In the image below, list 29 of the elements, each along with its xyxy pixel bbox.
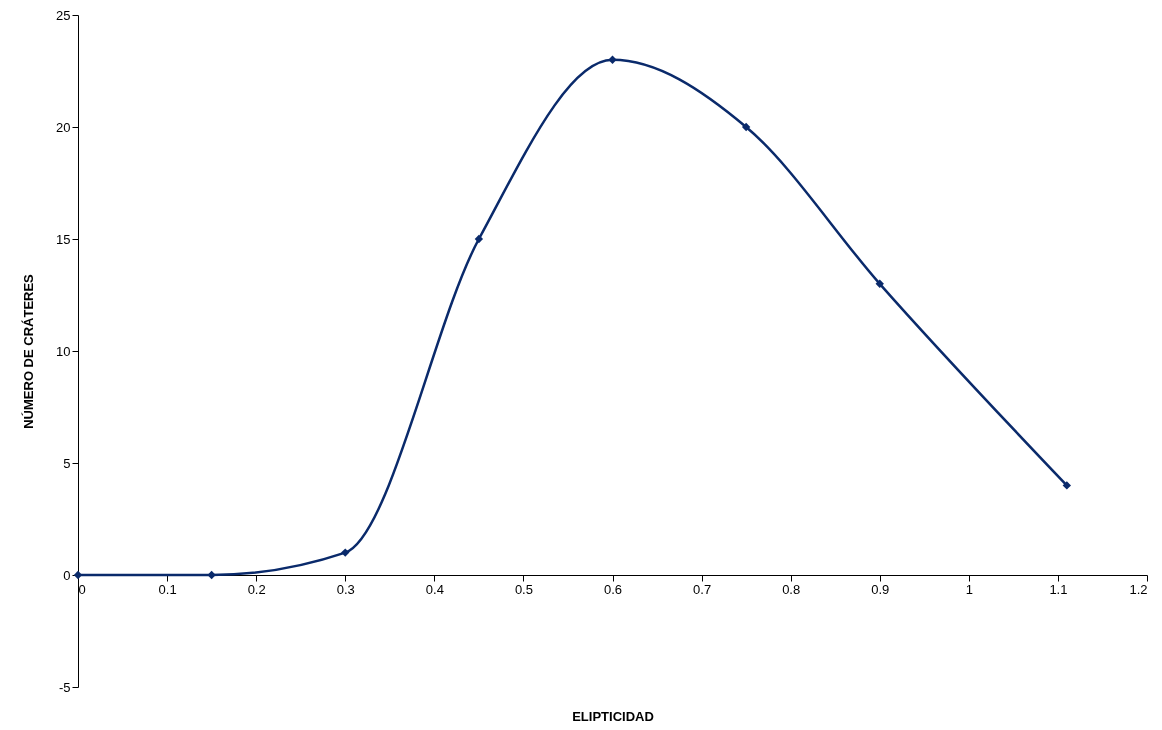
y-tick-label: 25 bbox=[56, 7, 71, 23]
point bbox=[608, 55, 617, 64]
x-tick-label: 0.8 bbox=[782, 581, 801, 597]
y-tick-label: 15 bbox=[56, 231, 71, 247]
point bbox=[341, 548, 350, 557]
point bbox=[741, 122, 751, 132]
x-tick-label: 1.1 bbox=[1049, 581, 1068, 597]
point bbox=[875, 279, 884, 288]
y-tick-label: 5 bbox=[63, 455, 71, 471]
x-tick-label: 0.3 bbox=[336, 581, 355, 597]
x-tick-label: 0.5 bbox=[514, 581, 533, 597]
x-tick-label: 0.1 bbox=[158, 581, 177, 597]
x-tick-label: 0.6 bbox=[603, 581, 623, 597]
x-tick-label: 0.4 bbox=[425, 581, 444, 597]
y-tick-label: 10 bbox=[56, 343, 71, 359]
y-tick-label: -5 bbox=[58, 679, 71, 695]
y-tick-label: 20 bbox=[56, 119, 71, 135]
point bbox=[1062, 481, 1072, 490]
x-tick-label: 1.2 bbox=[1129, 581, 1148, 597]
x-tick-label: 1 bbox=[965, 581, 973, 597]
x-tick-label: 0 bbox=[78, 581, 86, 597]
y-axis-title: NÚMERO DE CRÁTERES bbox=[21, 273, 37, 429]
point bbox=[474, 234, 484, 244]
x-tick-label: 0.9 bbox=[871, 581, 890, 597]
point bbox=[207, 570, 216, 580]
x-tick-label: 0.2 bbox=[247, 581, 266, 597]
x-axis-title: ELIPTICIDAD bbox=[572, 708, 654, 724]
x-tick-label: 0.7 bbox=[693, 581, 712, 597]
y-tick-label: 0 bbox=[63, 567, 71, 583]
